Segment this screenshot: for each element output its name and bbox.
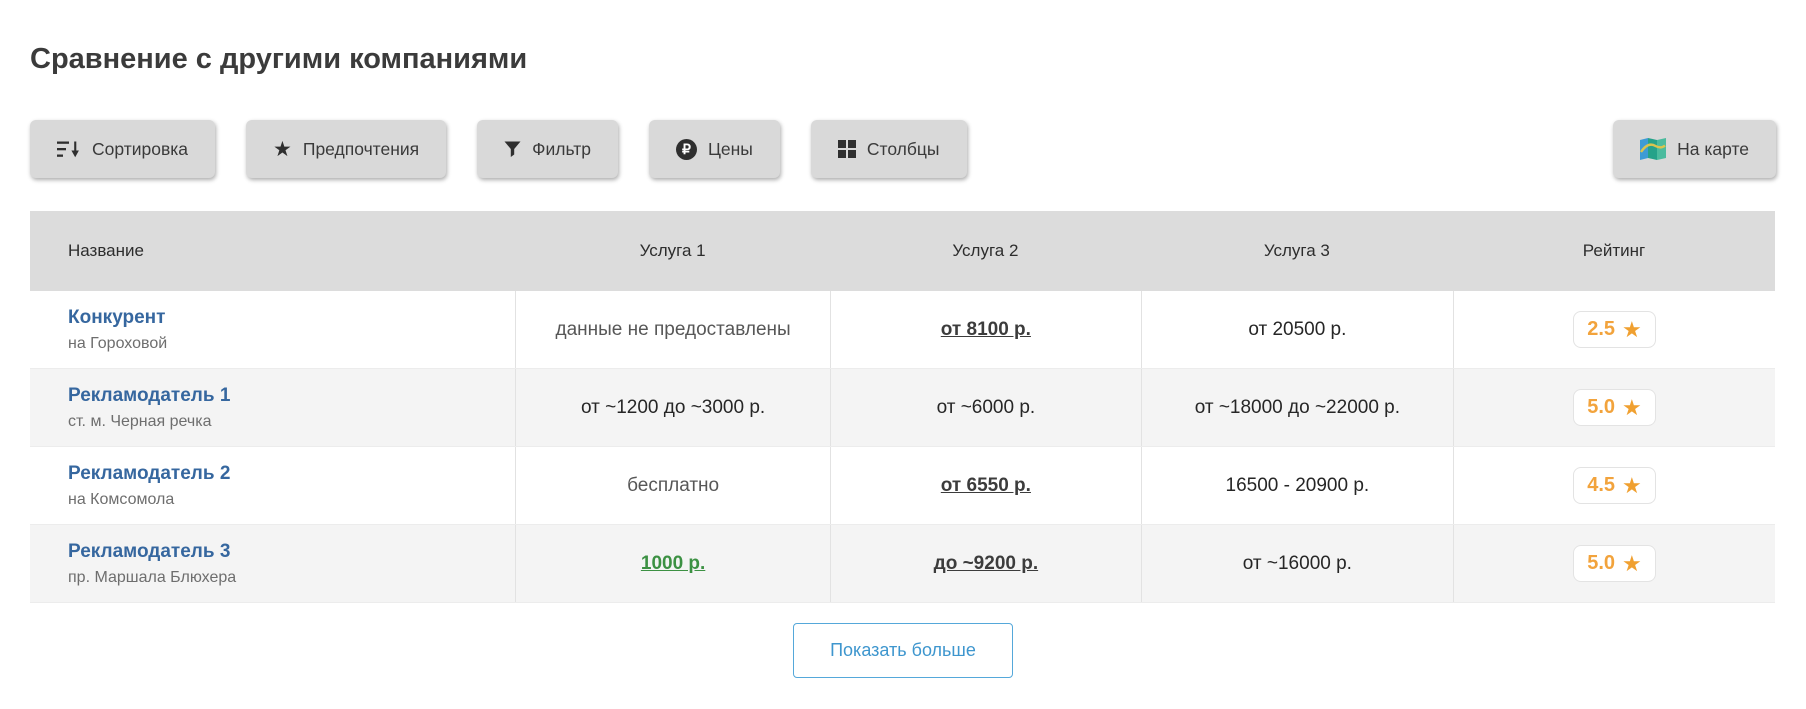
column-header-name: Название bbox=[68, 241, 144, 260]
company-link[interactable]: Рекламодатель 2 bbox=[68, 462, 231, 484]
page-title: Сравнение с другими компаниями bbox=[30, 43, 528, 75]
service3-value: от ~18000 до ~22000 р. bbox=[1194, 396, 1401, 418]
comparison-table: Название Услуга 1 Услуга 2 Услуга 3 Рейт… bbox=[30, 211, 1775, 603]
preferences-button-label: Предпочтения bbox=[302, 138, 420, 159]
sort-button-label: Сортировка bbox=[92, 138, 189, 159]
service2-price-link[interactable]: до ~9200 р. bbox=[933, 552, 1039, 574]
service1-price-link[interactable]: 1000 р. bbox=[640, 552, 706, 574]
toolbar: Сортировка ★ Предпочтения Фильтр ₽ Цены bbox=[30, 120, 1776, 178]
filter-button-label: Фильтр bbox=[532, 138, 591, 159]
service3-value: 16500 - 20900 р. bbox=[1225, 474, 1370, 496]
column-header-rating: Рейтинг bbox=[1582, 241, 1646, 260]
rating-badge[interactable]: 5.0 ★ bbox=[1573, 545, 1656, 582]
service2-value: от ~6000 р. bbox=[936, 396, 1036, 418]
ruble-circle-icon: ₽ bbox=[675, 138, 697, 160]
show-more-button[interactable]: Показать больше bbox=[793, 623, 1013, 678]
rating-badge[interactable]: 4.5 ★ bbox=[1573, 467, 1656, 504]
table-row: Рекламодатель 1 ст. м. Черная речка от ~… bbox=[30, 369, 1775, 447]
company-link[interactable]: Рекламодатель 1 bbox=[68, 384, 231, 406]
rating-badge[interactable]: 5.0 ★ bbox=[1573, 389, 1656, 426]
columns-button[interactable]: Столбцы bbox=[810, 120, 967, 178]
star-icon: ★ bbox=[1622, 316, 1642, 342]
table-row: Конкурент на Гороховой данные не предост… bbox=[30, 291, 1775, 369]
company-address: на Гороховой bbox=[68, 334, 168, 352]
rating-value: 5.0 bbox=[1587, 396, 1616, 418]
company-link[interactable]: Рекламодатель 3 bbox=[68, 540, 231, 562]
company-address: ст. м. Черная речка bbox=[68, 412, 212, 430]
column-header-service3: Услуга 3 bbox=[1263, 241, 1330, 260]
columns-button-label: Столбцы bbox=[866, 138, 940, 159]
company-link[interactable]: Конкурент bbox=[68, 306, 166, 328]
company-address: на Комсомола bbox=[68, 490, 175, 508]
column-header-service1: Услуга 1 bbox=[639, 241, 706, 260]
service2-price-link[interactable]: от 8100 р. bbox=[940, 318, 1031, 340]
map-icon bbox=[1640, 138, 1667, 160]
filter-button[interactable]: Фильтр bbox=[477, 120, 618, 178]
rating-badge[interactable]: 2.5 ★ bbox=[1573, 311, 1656, 348]
star-icon: ★ bbox=[273, 137, 292, 161]
map-button[interactable]: На карте bbox=[1613, 120, 1776, 178]
company-address: пр. Маршала Блюхера bbox=[68, 568, 237, 586]
service1-value: бесплатно bbox=[627, 474, 720, 496]
funnel-icon bbox=[504, 141, 521, 158]
rating-value: 2.5 bbox=[1587, 318, 1616, 340]
prices-button-label: Цены bbox=[707, 138, 753, 159]
show-more-container: Показать больше bbox=[30, 603, 1776, 678]
preferences-button[interactable]: ★ Предпочтения bbox=[246, 120, 447, 178]
service1-value: от ~1200 до ~3000 р. bbox=[580, 396, 766, 418]
table-row: Рекламодатель 3 пр. Маршала Блюхера 1000… bbox=[30, 525, 1775, 603]
service3-value: от 20500 р. bbox=[1248, 318, 1347, 340]
table-header-row: Название Услуга 1 Услуга 2 Услуга 3 Рейт… bbox=[30, 211, 1775, 291]
star-icon: ★ bbox=[1622, 472, 1642, 498]
toolbar-left-group: Сортировка ★ Предпочтения Фильтр ₽ Цены bbox=[30, 120, 967, 178]
column-header-service2: Услуга 2 bbox=[952, 241, 1019, 260]
prices-button[interactable]: ₽ Цены bbox=[648, 120, 780, 178]
comparison-page: Сравнение с другими компаниями Сортировк… bbox=[0, 42, 1806, 678]
map-button-label: На карте bbox=[1677, 138, 1749, 159]
grid-icon bbox=[837, 140, 856, 158]
sort-descending-icon bbox=[57, 141, 81, 158]
table-row: Рекламодатель 2 на Комсомола бесплатно о… bbox=[30, 447, 1775, 525]
star-icon: ★ bbox=[1622, 550, 1642, 576]
sort-button[interactable]: Сортировка bbox=[30, 120, 216, 178]
rating-value: 4.5 bbox=[1587, 474, 1616, 496]
service2-price-link[interactable]: от 6550 р. bbox=[940, 474, 1031, 496]
rating-value: 5.0 bbox=[1587, 552, 1616, 574]
service3-value: от ~16000 р. bbox=[1242, 552, 1352, 574]
service1-value: данные не предоставлены bbox=[555, 318, 791, 340]
star-icon: ★ bbox=[1622, 394, 1642, 420]
